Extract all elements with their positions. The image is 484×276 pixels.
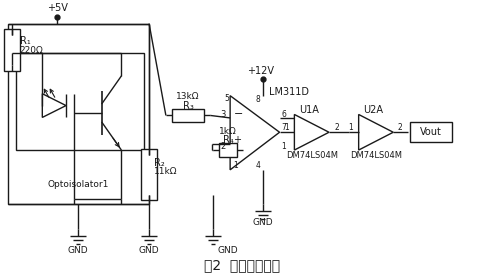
Text: +: + — [233, 135, 241, 145]
Text: R₄: R₄ — [223, 135, 234, 145]
Text: 7: 7 — [281, 123, 286, 132]
Bar — [8, 23, 149, 205]
Text: 4: 4 — [256, 161, 260, 170]
Text: 2: 2 — [398, 123, 403, 132]
Bar — [172, 108, 204, 122]
Text: 5: 5 — [225, 94, 229, 103]
Text: +5V: +5V — [46, 3, 68, 13]
Text: Vout: Vout — [420, 127, 442, 137]
Text: 图2  红外对管电路: 图2 红外对管电路 — [204, 258, 280, 272]
Text: −: − — [233, 109, 243, 119]
Text: 1: 1 — [284, 123, 288, 132]
Text: 8: 8 — [256, 95, 260, 104]
Text: U2A: U2A — [363, 105, 384, 115]
Text: 1: 1 — [281, 142, 286, 151]
Text: R₃: R₃ — [182, 100, 194, 111]
Bar — [4, 30, 19, 71]
Text: GND: GND — [139, 246, 159, 255]
Text: DM74LS04M: DM74LS04M — [286, 152, 338, 160]
Text: 220Ω: 220Ω — [19, 46, 44, 55]
Text: R₁: R₁ — [19, 36, 30, 46]
Text: LM311D: LM311D — [269, 87, 309, 97]
Text: DM74LS04M: DM74LS04M — [350, 152, 402, 160]
Text: 3: 3 — [220, 110, 225, 120]
Text: 1: 1 — [348, 123, 353, 132]
Text: 2: 2 — [220, 142, 225, 151]
Text: R₂: R₂ — [154, 158, 165, 168]
Text: 11kΩ: 11kΩ — [154, 167, 178, 176]
Text: 1: 1 — [233, 161, 238, 170]
Bar — [141, 149, 157, 200]
Bar — [219, 143, 237, 157]
Bar — [410, 122, 452, 142]
Text: +12V: +12V — [247, 66, 274, 76]
Text: GND: GND — [253, 218, 273, 227]
Bar — [15, 53, 144, 150]
Text: 2: 2 — [334, 123, 339, 132]
Text: 1kΩ: 1kΩ — [219, 127, 237, 136]
Text: 6: 6 — [281, 110, 286, 120]
Text: GND: GND — [218, 246, 239, 255]
Text: GND: GND — [68, 246, 88, 255]
Text: U1A: U1A — [299, 105, 319, 115]
Text: 13kΩ: 13kΩ — [176, 92, 200, 101]
Text: Optoisolator1: Optoisolator1 — [47, 180, 108, 189]
